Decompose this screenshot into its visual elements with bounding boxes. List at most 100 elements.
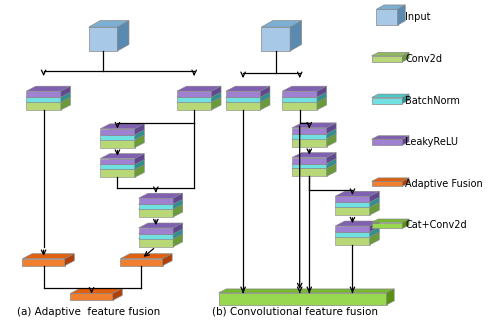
Polygon shape	[134, 124, 144, 135]
Polygon shape	[26, 86, 70, 91]
Polygon shape	[282, 92, 327, 97]
Polygon shape	[134, 154, 144, 165]
Text: (a) Adaptive  feature fusion: (a) Adaptive feature fusion	[17, 307, 161, 317]
Polygon shape	[177, 86, 221, 91]
Polygon shape	[260, 97, 270, 110]
Polygon shape	[335, 227, 380, 232]
Polygon shape	[372, 52, 409, 56]
Polygon shape	[226, 102, 260, 110]
Polygon shape	[292, 134, 326, 139]
Text: Input: Input	[405, 12, 430, 22]
Polygon shape	[370, 227, 380, 237]
Text: LeakyReLU: LeakyReLU	[405, 137, 458, 147]
Polygon shape	[22, 254, 74, 259]
Polygon shape	[335, 196, 370, 202]
Polygon shape	[226, 86, 270, 91]
Polygon shape	[22, 259, 64, 266]
Polygon shape	[290, 21, 302, 51]
Polygon shape	[292, 153, 336, 157]
Polygon shape	[376, 5, 405, 9]
Polygon shape	[335, 202, 370, 207]
Polygon shape	[326, 153, 336, 163]
Polygon shape	[100, 159, 144, 165]
Polygon shape	[386, 289, 394, 305]
Polygon shape	[134, 165, 144, 177]
Polygon shape	[226, 92, 270, 97]
Polygon shape	[138, 229, 182, 234]
Polygon shape	[100, 135, 134, 140]
Polygon shape	[218, 293, 386, 305]
Polygon shape	[70, 288, 122, 293]
Polygon shape	[372, 222, 402, 228]
Polygon shape	[335, 202, 380, 207]
Polygon shape	[138, 228, 173, 234]
Polygon shape	[372, 219, 409, 222]
Polygon shape	[226, 91, 260, 97]
Polygon shape	[134, 130, 144, 140]
Polygon shape	[292, 139, 326, 147]
Polygon shape	[26, 97, 70, 102]
Polygon shape	[292, 129, 336, 134]
Polygon shape	[398, 5, 405, 25]
Polygon shape	[292, 169, 326, 176]
Polygon shape	[26, 91, 61, 97]
Polygon shape	[372, 178, 409, 181]
Polygon shape	[134, 159, 144, 170]
Polygon shape	[335, 237, 370, 245]
Polygon shape	[372, 181, 402, 186]
Polygon shape	[335, 191, 380, 196]
Polygon shape	[372, 136, 409, 139]
Polygon shape	[173, 204, 182, 217]
Polygon shape	[335, 221, 380, 226]
Text: Cat+Conv2d: Cat+Conv2d	[405, 220, 467, 231]
Polygon shape	[326, 123, 336, 134]
Polygon shape	[226, 97, 270, 102]
Polygon shape	[88, 27, 118, 51]
Polygon shape	[138, 239, 173, 247]
Polygon shape	[326, 134, 336, 147]
Polygon shape	[138, 234, 173, 239]
Polygon shape	[326, 158, 336, 169]
Polygon shape	[120, 259, 162, 266]
Polygon shape	[138, 204, 173, 209]
Text: Conv2d: Conv2d	[405, 54, 442, 64]
Polygon shape	[100, 129, 134, 135]
Polygon shape	[177, 97, 212, 102]
Polygon shape	[177, 91, 212, 97]
Polygon shape	[100, 140, 134, 148]
Polygon shape	[177, 102, 212, 110]
Polygon shape	[402, 178, 409, 186]
Polygon shape	[177, 92, 221, 97]
Polygon shape	[173, 193, 182, 204]
Polygon shape	[212, 92, 221, 102]
Polygon shape	[173, 223, 182, 234]
Polygon shape	[61, 92, 70, 102]
Polygon shape	[370, 191, 380, 202]
Polygon shape	[61, 86, 70, 97]
Polygon shape	[282, 86, 327, 91]
Polygon shape	[26, 92, 70, 97]
Polygon shape	[317, 97, 326, 110]
Polygon shape	[100, 165, 144, 170]
Polygon shape	[138, 234, 182, 239]
Polygon shape	[335, 226, 370, 232]
Polygon shape	[262, 21, 302, 27]
Polygon shape	[138, 209, 173, 217]
Polygon shape	[100, 130, 144, 135]
Polygon shape	[100, 165, 134, 170]
Polygon shape	[376, 9, 398, 25]
Polygon shape	[370, 221, 380, 232]
Polygon shape	[260, 86, 270, 97]
Polygon shape	[370, 232, 380, 245]
Polygon shape	[335, 232, 370, 237]
Polygon shape	[100, 158, 134, 165]
Text: (b) Convolutional feature fusion: (b) Convolutional feature fusion	[212, 307, 378, 317]
Polygon shape	[138, 193, 182, 198]
Polygon shape	[120, 254, 172, 259]
Polygon shape	[372, 94, 409, 97]
Polygon shape	[370, 202, 380, 215]
Polygon shape	[372, 56, 402, 62]
Polygon shape	[317, 92, 326, 102]
Polygon shape	[88, 21, 129, 27]
Polygon shape	[70, 293, 112, 300]
